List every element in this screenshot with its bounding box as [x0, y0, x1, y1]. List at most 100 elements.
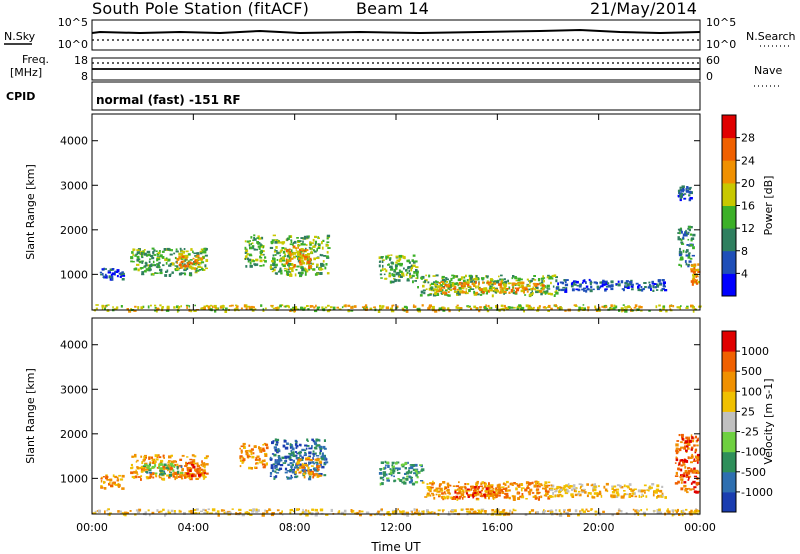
- heatmap-cell: [664, 496, 667, 499]
- heatmap-cell: [310, 465, 314, 467]
- heatmap-cell: [428, 274, 431, 278]
- heatmap-cell: [306, 445, 310, 447]
- heatmap-cell: [546, 288, 551, 290]
- heatmap-cell: [583, 289, 586, 292]
- heatmap-cell: [508, 496, 511, 500]
- heatmap-cell: [693, 263, 697, 267]
- heatmap-cell: [288, 305, 290, 309]
- heatmap-cell: [515, 288, 520, 292]
- heatmap-cell: [287, 455, 290, 459]
- heatmap-cell: [452, 485, 456, 487]
- heatmap-cell: [674, 475, 679, 477]
- heatmap-cell: [265, 443, 268, 446]
- heatmap-cell: [560, 494, 564, 498]
- heatmap-cell: [500, 304, 504, 307]
- heatmap-cell: [447, 513, 451, 516]
- heatmap-cell: [427, 281, 430, 284]
- heatmap-cell: [679, 186, 683, 189]
- heatmap-cell: [547, 497, 551, 500]
- heatmap-cell: [379, 468, 382, 471]
- heatmap-cell: [304, 453, 307, 456]
- heatmap-cell: [491, 509, 495, 512]
- heatmap-cell: [612, 307, 616, 310]
- heatmap-cell: [134, 267, 138, 271]
- heatmap-cell: [279, 467, 283, 470]
- heatmap-cell: [545, 492, 549, 496]
- heatmap-cell: [652, 284, 655, 288]
- heatmap-cell: [314, 458, 317, 461]
- heatmap-cell: [175, 250, 179, 253]
- heatmap-cell: [567, 483, 570, 486]
- heatmap-cell: [501, 307, 505, 311]
- heatmap-cell: [469, 494, 473, 497]
- heatmap-cell: [695, 275, 697, 278]
- heatmap-cell: [102, 273, 104, 276]
- heatmap-cell: [271, 270, 274, 273]
- heatmap-cell: [304, 451, 307, 454]
- heatmap-cell: [438, 307, 443, 310]
- heatmap-cell: [286, 476, 288, 478]
- heatmap-cell: [147, 253, 151, 257]
- y-tick-label: 4000: [60, 135, 88, 148]
- heatmap-cell: [544, 510, 547, 513]
- heatmap-cell: [284, 253, 286, 256]
- heatmap-cell: [162, 264, 165, 267]
- heatmap-cell: [122, 275, 126, 277]
- heatmap-cell: [187, 470, 190, 473]
- heatmap-cell: [265, 510, 269, 514]
- heatmap-cell: [674, 462, 677, 464]
- heatmap-cell: [250, 308, 253, 311]
- heatmap-cell: [360, 510, 364, 513]
- heatmap-cell: [432, 494, 435, 497]
- heatmap-cell: [525, 287, 528, 290]
- heatmap-cell: [120, 511, 123, 515]
- heatmap-cell: [137, 476, 141, 478]
- heatmap-cell: [389, 258, 391, 261]
- heatmap-cell: [284, 460, 287, 462]
- heatmap-cell: [111, 272, 115, 275]
- heatmap-cell: [196, 252, 200, 256]
- heatmap-cell: [381, 305, 385, 308]
- heatmap-cell: [273, 477, 276, 480]
- heatmap-cell: [95, 304, 99, 306]
- heatmap-cell: [415, 508, 418, 512]
- heatmap-cell: [188, 461, 192, 465]
- heatmap-cell: [155, 272, 159, 274]
- heatmap-cell: [662, 284, 665, 287]
- heatmap-cell: [301, 256, 304, 260]
- heatmap-cell: [495, 280, 500, 284]
- heatmap-cell: [117, 482, 120, 485]
- heatmap-cell: [276, 451, 279, 454]
- heatmap-cell: [130, 471, 134, 475]
- heatmap-cell: [684, 445, 687, 448]
- heatmap-cell: [107, 304, 110, 306]
- heatmap-cell: [170, 509, 174, 513]
- heatmap-cell: [306, 438, 309, 442]
- heatmap-cell: [188, 476, 192, 479]
- heatmap-cell: [154, 464, 157, 467]
- heatmap-cell: [304, 462, 307, 465]
- heatmap-cell: [316, 263, 319, 267]
- heatmap-cell: [654, 286, 657, 289]
- heatmap-cell: [173, 512, 177, 514]
- colorbar-label: Velocity [m s-1]: [762, 378, 775, 464]
- heatmap-cell: [681, 513, 684, 517]
- heatmap-cell: [429, 494, 432, 497]
- heatmap-cell: [292, 307, 295, 311]
- heatmap-cell: [195, 259, 199, 263]
- heatmap-cell: [640, 509, 643, 512]
- heatmap-cell: [301, 463, 304, 465]
- heatmap-cell: [646, 508, 648, 511]
- heatmap-cell: [690, 264, 693, 267]
- heatmap-cell: [146, 250, 151, 254]
- heatmap-cell: [638, 494, 641, 498]
- heatmap-cell: [170, 454, 173, 457]
- heatmap-cell: [451, 497, 454, 500]
- heatmap-cell: [692, 246, 695, 250]
- heatmap-cell: [479, 306, 482, 309]
- heatmap-cell: [170, 466, 173, 469]
- heatmap-cell: [491, 286, 496, 289]
- heatmap-cell: [194, 304, 196, 307]
- heatmap-cell: [475, 285, 477, 289]
- heatmap-cell: [525, 304, 529, 308]
